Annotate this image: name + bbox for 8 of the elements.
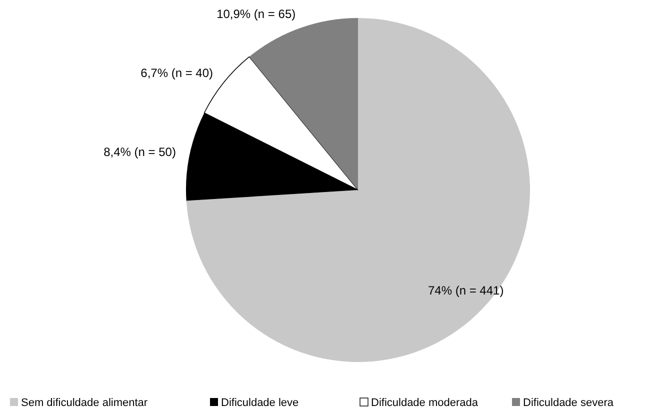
legend-label: Dificuldade leve — [221, 397, 299, 409]
data-label: 8,4% (n = 50) — [104, 145, 176, 160]
data-label: 74% (n = 441) — [428, 283, 504, 298]
data-label: 10,9% (n = 65) — [216, 7, 296, 22]
data-label: 6,7% (n = 40) — [140, 66, 214, 80]
legend-label: Sem dificuldade alimentar — [21, 397, 148, 409]
legend-label: Dificuldade severa — [523, 397, 614, 409]
legend-label: Dificuldade moderada — [371, 397, 479, 409]
